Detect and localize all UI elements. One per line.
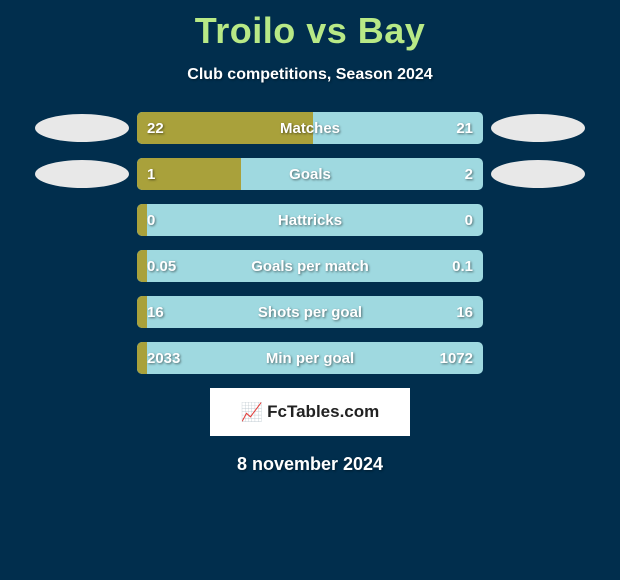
stat-bar-left-fill	[137, 204, 147, 236]
stats-container: 22Matches21 1Goals2 0Hattricks0 0.05Goals p…	[0, 112, 620, 374]
stat-row: 0Hattricks0	[0, 204, 620, 236]
stat-bar-left-fill	[137, 112, 313, 144]
stat-label: Shots per goal	[137, 296, 483, 328]
player-left-avatar	[27, 252, 137, 280]
stat-bar-left-fill	[137, 296, 147, 328]
stat-bar-left-fill	[137, 342, 147, 374]
stat-bar-left-fill	[137, 158, 241, 190]
stat-label: Goals per match	[137, 250, 483, 282]
stat-left-value: 0.05	[147, 250, 227, 282]
page-subtitle: Club competitions, Season 2024	[0, 66, 620, 84]
stat-right-value: 2	[393, 158, 473, 190]
stat-right-value: 1072	[393, 342, 473, 374]
stat-row: 1Goals2	[0, 158, 620, 190]
player-right-avatar	[483, 252, 593, 280]
logo-text: FcTables.com	[267, 402, 379, 422]
player-right-avatar	[483, 114, 593, 142]
stat-right-value: 0.1	[393, 250, 473, 282]
stat-label: Hattricks	[137, 204, 483, 236]
player-right-avatar	[483, 344, 593, 372]
stat-bar: 0Hattricks0	[137, 204, 483, 236]
stat-bar-left-fill	[137, 250, 147, 282]
player-left-avatar	[27, 298, 137, 326]
stat-row: 0.05Goals per match0.1	[0, 250, 620, 282]
stat-bar: 0.05Goals per match0.1	[137, 250, 483, 282]
stat-left-value: 16	[147, 296, 227, 328]
player-left-avatar	[27, 206, 137, 234]
player-left-avatar	[27, 344, 137, 372]
stat-bar: 22Matches21	[137, 112, 483, 144]
stat-bar: 16Shots per goal16	[137, 296, 483, 328]
date-text: 8 november 2024	[0, 454, 620, 475]
player-right-avatar	[483, 298, 593, 326]
page-title: Troilo vs Bay	[0, 0, 620, 52]
stat-row: 2033Min per goal1072	[0, 342, 620, 374]
stat-row: 22Matches21	[0, 112, 620, 144]
stat-bar: 2033Min per goal1072	[137, 342, 483, 374]
stat-row: 16Shots per goal16	[0, 296, 620, 328]
stat-right-value: 16	[393, 296, 473, 328]
chart-icon: 📈	[241, 402, 263, 423]
stat-right-value: 0	[393, 204, 473, 236]
stat-bar: 1Goals2	[137, 158, 483, 190]
player-right-avatar	[483, 206, 593, 234]
player-right-avatar	[483, 160, 593, 188]
stat-left-value: 0	[147, 204, 227, 236]
player-left-avatar	[27, 160, 137, 188]
stat-left-value: 2033	[147, 342, 227, 374]
stat-right-value: 21	[393, 112, 473, 144]
logo-box[interactable]: 📈 FcTables.com	[210, 388, 410, 436]
stat-label: Min per goal	[137, 342, 483, 374]
player-left-avatar	[27, 114, 137, 142]
